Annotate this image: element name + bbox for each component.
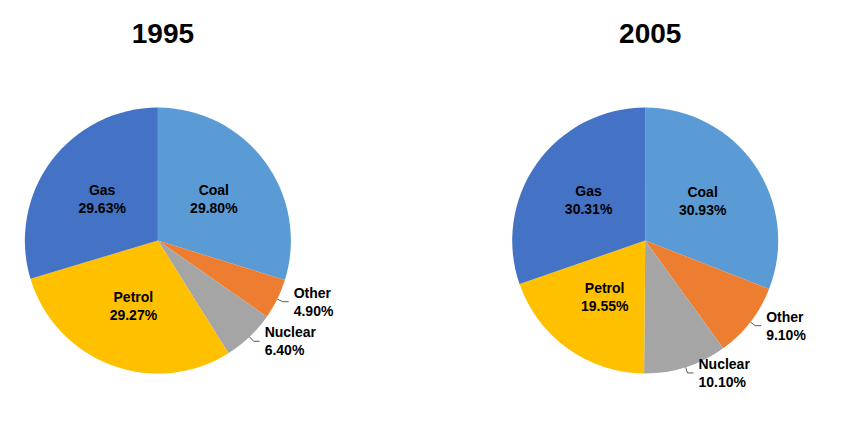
svg-text:Nuclear: Nuclear [698, 356, 750, 372]
svg-text:1995: 1995 [132, 18, 194, 49]
svg-text:29.27%: 29.27% [110, 307, 158, 323]
svg-text:4.90%: 4.90% [294, 303, 334, 319]
svg-text:Gas: Gas [89, 182, 116, 198]
svg-text:19.55%: 19.55% [581, 298, 629, 314]
svg-text:2005: 2005 [619, 18, 681, 49]
svg-text:Petrol: Petrol [114, 289, 154, 305]
svg-text:29.63%: 29.63% [78, 200, 126, 216]
svg-text:6.40%: 6.40% [265, 342, 305, 358]
svg-text:Coal: Coal [687, 184, 717, 200]
svg-text:Nuclear: Nuclear [265, 324, 317, 340]
svg-text:Other: Other [766, 309, 804, 325]
svg-text:Other: Other [294, 285, 332, 301]
svg-text:10.10%: 10.10% [698, 374, 746, 390]
svg-text:29.80%: 29.80% [190, 200, 238, 216]
svg-text:30.31%: 30.31% [565, 201, 613, 217]
svg-text:30.93%: 30.93% [679, 202, 727, 218]
svg-text:Coal: Coal [199, 182, 229, 198]
svg-text:9.10%: 9.10% [766, 327, 806, 343]
svg-text:Gas: Gas [575, 183, 602, 199]
svg-text:Petrol: Petrol [585, 280, 625, 296]
